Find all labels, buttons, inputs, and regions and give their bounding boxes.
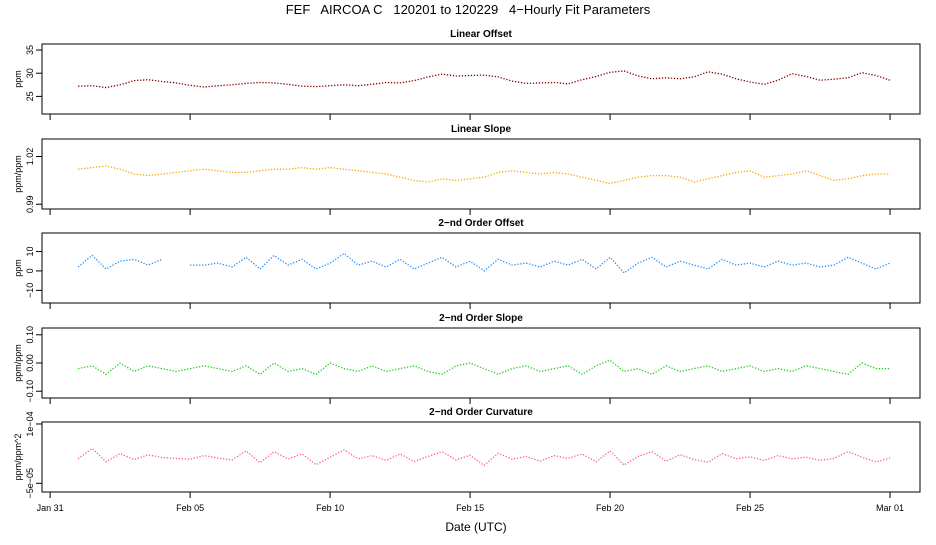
y-tick-label: 0.99 bbox=[25, 195, 35, 213]
data-line bbox=[77, 447, 891, 467]
data-line bbox=[77, 359, 890, 376]
panel-frame bbox=[41, 421, 921, 493]
y-tick-label: 10 bbox=[25, 246, 35, 256]
panel-frame bbox=[41, 138, 921, 210]
panel-frame bbox=[41, 43, 921, 115]
y-axis-label: ppm/ppm bbox=[13, 155, 23, 193]
x-tick-label: Feb 10 bbox=[316, 503, 344, 513]
y-tick-label: 35 bbox=[25, 45, 35, 55]
y-tick-label: −0.10 bbox=[25, 380, 35, 403]
panel-title: 2−nd Order Offset bbox=[438, 218, 524, 229]
y-tick-label: 0.10 bbox=[25, 326, 35, 344]
panel-title: 2−nd Order Curvature bbox=[429, 407, 533, 418]
x-axis-label: Date (UTC) bbox=[445, 520, 506, 534]
x-tick-label: Feb 20 bbox=[596, 503, 624, 513]
x-tick-label: Feb 05 bbox=[176, 503, 204, 513]
data-line bbox=[78, 70, 891, 89]
x-tick-label: Feb 25 bbox=[736, 503, 764, 513]
panel-frame bbox=[41, 327, 921, 399]
panel-title: 2−nd Order Slope bbox=[439, 313, 523, 324]
y-tick-label: 1e−04 bbox=[25, 411, 35, 436]
chart-title: FEF AIRCOA C 120201 to 120229 4−Hourly F… bbox=[286, 2, 651, 17]
y-tick-label: 1.02 bbox=[25, 148, 35, 166]
y-tick-label: 0 bbox=[25, 268, 35, 273]
y-tick-label: 25 bbox=[25, 91, 35, 101]
panel-frame bbox=[41, 232, 921, 304]
y-axis-label: ppm bbox=[13, 259, 23, 277]
panel-title: Linear Offset bbox=[450, 29, 512, 40]
panel-title: Linear Slope bbox=[451, 124, 511, 135]
x-tick-label: Mar 01 bbox=[876, 503, 904, 513]
y-tick-label: 0.00 bbox=[25, 354, 35, 372]
y-axis-label: ppm/ppm bbox=[13, 344, 23, 382]
y-tick-label: −5e−05 bbox=[25, 468, 35, 499]
x-tick-label: Feb 15 bbox=[456, 503, 484, 513]
y-axis-label: ppm bbox=[13, 70, 23, 88]
data-line bbox=[77, 252, 891, 274]
y-tick-label: 30 bbox=[25, 68, 35, 78]
x-tick-label: Jan 31 bbox=[37, 503, 64, 513]
data-line bbox=[78, 165, 890, 185]
y-axis-label: ppm/ppm^2 bbox=[13, 434, 23, 481]
y-tick-label: −10 bbox=[25, 283, 35, 298]
